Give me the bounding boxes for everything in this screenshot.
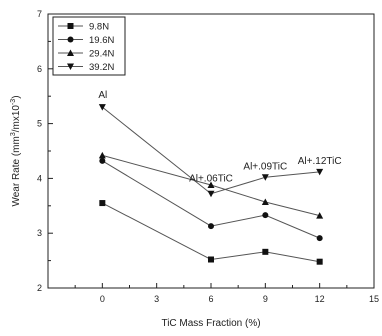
- series-layer: [98, 104, 324, 265]
- annotation-label: Al+.06TiC: [189, 173, 233, 184]
- data-point: [262, 212, 269, 219]
- series-line: [102, 106, 320, 195]
- legend-label: 39.2N: [89, 62, 114, 73]
- y-tick-label: 7: [37, 9, 42, 19]
- legend-label: 29.4N: [89, 49, 114, 60]
- data-point: [316, 168, 324, 176]
- y-axis-title-part2: /mx10: [11, 105, 22, 133]
- x-axis-title: TiC Mass Fraction (%): [161, 318, 260, 329]
- annotation-label: Al+.12TiC: [298, 156, 342, 167]
- series-line: [102, 154, 320, 217]
- data-point: [207, 190, 215, 198]
- legend-label: 19.6N: [89, 35, 114, 46]
- y-axis-title-part1: Wear Rate (mm: [11, 136, 22, 206]
- y-tick-label: 5: [37, 119, 42, 129]
- legend-marker: [67, 63, 74, 70]
- y-tick-label: 6: [37, 64, 42, 74]
- data-point: [208, 256, 214, 263]
- data-point: [316, 212, 324, 219]
- x-tick-label: 15: [369, 294, 379, 304]
- legend-marker: [67, 49, 74, 56]
- y-axis-title-sup2: -3: [10, 99, 17, 105]
- data-point: [261, 174, 269, 181]
- legend: 9.8N 19.6N 29.4N 39.2N: [52, 16, 126, 76]
- series-line: [102, 202, 320, 263]
- y-tick-label: 3: [37, 228, 42, 238]
- y-axis-title: Wear Rate (mm3/mx10-3): [10, 95, 22, 206]
- data-point: [98, 151, 106, 159]
- data-point: [261, 198, 269, 205]
- y-axis-title-part3: ): [11, 95, 22, 98]
- data-point: [207, 181, 215, 188]
- y-tick-label: 2: [37, 283, 42, 293]
- annotation-label: Al+.09TiC: [243, 161, 287, 172]
- data-point: [98, 104, 106, 111]
- legend-label: 9.8N: [89, 22, 109, 33]
- series-line: [102, 160, 320, 239]
- x-tick-label: 3: [154, 294, 159, 304]
- x-tick-label: 12: [315, 294, 325, 304]
- legend-box: [52, 16, 126, 76]
- data-point: [208, 223, 214, 230]
- x-axis-ticks: 0 3 6 9 12 15: [74, 283, 379, 304]
- annotation-layer: Al Al+.06TiC Al+.09TiC Al+.12TiC: [98, 90, 341, 184]
- annotation-label: Al: [98, 90, 107, 101]
- x-tick-label: 9: [263, 294, 268, 304]
- x-tick-label: 6: [208, 294, 213, 304]
- data-point: [99, 157, 106, 164]
- x-tick-label: 0: [100, 294, 105, 304]
- y-axis-title-sup1: 3: [10, 132, 17, 136]
- y-axis-ticks: 2 3 4 5 6 7: [37, 9, 53, 293]
- data-point: [316, 258, 323, 265]
- y-tick-label: 4: [37, 173, 42, 183]
- data-point: [99, 200, 106, 207]
- legend-marker: [67, 23, 74, 29]
- data-point: [316, 235, 323, 242]
- data-point: [262, 248, 269, 255]
- legend-marker: [67, 36, 74, 43]
